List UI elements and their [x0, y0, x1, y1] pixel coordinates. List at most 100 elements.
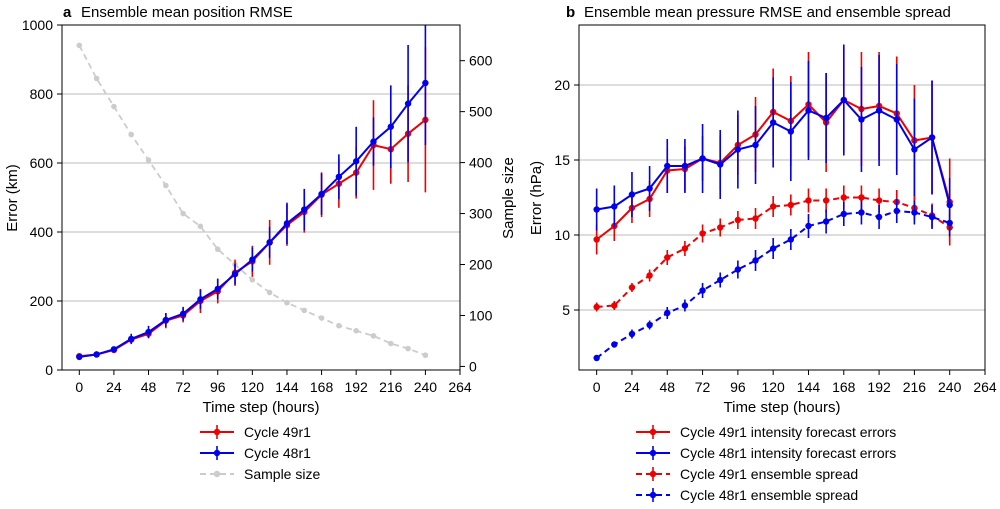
panel-a-x-tick-label-72: 72 [175, 379, 191, 395]
panel-b-legend-label-cycle-49r1-ensemble-spread: Cycle 49r1 ensemble spread [680, 466, 858, 482]
panel-b-legend-swatch-marker-cycle-49r1-ensemble-spread [649, 470, 657, 478]
panel-a-letter: a [63, 4, 72, 21]
panel-a-sample-size-point-180 [336, 322, 342, 329]
panel-a-sample-size-point-24 [111, 103, 117, 110]
panel-b-x-tick-label-72: 72 [695, 379, 711, 395]
panel-a-sample-size-point-120 [249, 277, 256, 283]
panel-b-cycle-48r1-intensity-forecast-errors-point-0 [593, 206, 600, 213]
panel-b-cycle-49r1-ensemble-spread-point-132 [787, 201, 795, 209]
panel-a-cycle-48r1-point-180 [335, 173, 343, 180]
panel-a-cycle-48r1-point-24 [110, 346, 118, 353]
panel-b-cycle-49r1-ensemble-spread-point-48 [664, 254, 671, 261]
panel-b-cycle-48r1-ensemble-spread-point-156 [822, 218, 830, 225]
panel-b-cycle-48r1-ensemble-spread-point-132 [787, 236, 795, 243]
panel-a-x-tick-label-144: 144 [275, 379, 299, 395]
panel-a-cycle-48r1-point-36 [128, 335, 135, 343]
panel-b-cycle-49r1-ensemble-spread-point-96 [734, 216, 742, 224]
panel-b-cycle-48r1-intensity-forecast-errors-point-48 [664, 162, 671, 170]
panel-b-series-cycle-48r1-intensity-forecast-errors [593, 44, 953, 232]
panel-a-sample-size-point-0 [76, 42, 83, 49]
panel-b-cycle-48r1-intensity-forecast-errors-point-96 [734, 146, 742, 153]
panel-b-x-tick-label-216: 216 [903, 379, 927, 395]
panel-b-cycle-49r1-intensity-forecast-errors-point-0 [593, 236, 600, 243]
panel-a-sample-size-point-84 [197, 223, 204, 230]
panel-b-legend-item-cycle-49r1-intensity-forecast-errors: Cycle 49r1 intensity forecast errors [636, 424, 896, 440]
panel-a-y2-axis-label: Sample size [500, 157, 517, 239]
panel-a-sample-size-line [78, 44, 426, 357]
panel-a-cycle-48r1-point-12 [93, 351, 100, 358]
panel-a-x-axis-label: Time step (hours) [203, 399, 320, 416]
panel-a-cycle-48r1-point-120 [249, 256, 256, 263]
panel-b-cycle-48r1-ensemble-spread-point-60 [681, 302, 689, 309]
panel-a-cycle-48r1-point-144 [283, 220, 291, 227]
panel-b-y-axis-label: Error (hPa) [528, 161, 545, 235]
panel-a-cycle-48r1-point-72 [179, 310, 187, 317]
panel-a-plot-frame [61, 24, 461, 371]
panel-b-series-cycle-48r1-ensemble-spread [593, 199, 953, 362]
panel-b-cycle-49r1-ensemble-spread-point-192 [875, 197, 883, 204]
panel-b-legend-item-cycle-48r1-intensity-forecast-errors: Cycle 48r1 intensity forecast errors [636, 445, 896, 461]
panel-b-title: Ensemble mean pressure RMSE and ensemble… [584, 4, 951, 21]
panel-b-cycle-48r1-intensity-forecast-errors-point-228 [928, 134, 936, 141]
panel-b-cycle-48r1-intensity-forecast-errors-point-60 [681, 162, 689, 170]
panel-a-y2-tick-label-500: 500 [469, 104, 493, 120]
panel-a-legend-item-sample-size: Sample size [200, 466, 320, 482]
panel-b-cycle-48r1-ensemble-spread-point-0 [593, 354, 600, 362]
panel-a-legend-item-cycle-48r1: Cycle 48r1 [200, 445, 311, 461]
panel-b-y-tick-label-15: 15 [554, 152, 570, 168]
panel-b-cycle-48r1-ensemble-spread-point-192 [875, 213, 883, 221]
panel-a-title: Ensemble mean position RMSE [81, 4, 293, 21]
panel-b-pressure-rmse: b Ensemble mean pressure RMSE and ensemb… [528, 4, 997, 503]
panel-a-sample-size-point-144 [284, 299, 290, 306]
panel-b-cycle-49r1-ensemble-spread-point-144 [805, 197, 812, 204]
panel-a-series-cycle-48r1 [76, 25, 429, 361]
panel-b-cycle-48r1-ensemble-spread-point-216 [911, 209, 918, 216]
panel-a-cycle-48r1-point-204 [370, 138, 377, 145]
panel-b-cycle-49r1-ensemble-spread-point-72 [699, 230, 706, 237]
panel-b-legend-item-cycle-48r1-ensemble-spread: Cycle 48r1 ensemble spread [636, 487, 858, 503]
panel-a-legend: Cycle 49r1 Cycle 48r1 Sample size [200, 424, 320, 482]
panel-b-cycle-48r1-intensity-forecast-errors-point-72 [699, 155, 706, 162]
panel-a-cycle-48r1-point-228 [404, 100, 412, 107]
panel-b-cycle-48r1-intensity-forecast-errors-point-156 [822, 114, 830, 122]
panel-b-x-tick-label-0: 0 [593, 379, 601, 395]
panel-b-cycle-48r1-ensemble-spread-point-12 [611, 341, 618, 348]
panel-b-legend-swatch-marker-cycle-49r1-intensity-forecast-errors [649, 428, 657, 436]
panel-b-cycle-48r1-intensity-forecast-errors-point-132 [787, 128, 795, 135]
panel-b-x-tick-label-96: 96 [730, 379, 746, 395]
panel-a-cycle-48r1-point-216 [387, 123, 394, 130]
panel-a-sample-size-point-228 [405, 345, 411, 352]
panel-a-x-tick-label-264: 264 [448, 379, 472, 395]
panel-a-x-tick-label-240: 240 [414, 379, 438, 395]
panel-b-cycle-48r1-ensemble-spread-point-48 [664, 309, 671, 317]
panel-b-cycle-48r1-intensity-forecast-errors-point-36 [646, 185, 653, 192]
panel-b-cycle-49r1-ensemble-spread-point-12 [611, 302, 618, 309]
panel-a-y2-tick-label-100: 100 [469, 307, 493, 323]
panel-a-legend-swatch-marker-sample-size [213, 470, 221, 478]
panel-b-cycle-48r1-ensemble-spread-point-204 [893, 207, 900, 215]
panel-b-legend-swatch-marker-cycle-48r1-ensemble-spread [649, 491, 657, 499]
panel-a-legend-swatch-marker-cycle-49r1 [213, 428, 221, 436]
panel-a-cycle-48r1-point-84 [197, 296, 204, 303]
panel-a-sample-size-point-204 [370, 333, 377, 339]
panel-a-position-rmse: a Ensemble mean position RMSE 0 24 48 72 96 1… [4, 4, 517, 482]
panel-a-y-tick-label-600: 600 [30, 155, 54, 171]
panel-b-x-tick-label-240: 240 [938, 379, 962, 395]
panel-b-cycle-48r1-intensity-forecast-errors-point-144 [805, 107, 812, 114]
panel-a-legend-label-sample-size: Sample size [244, 466, 320, 482]
panel-a-sample-size-point-48 [145, 157, 152, 163]
panel-a-series-sample-size [76, 42, 429, 359]
panel-a-sample-size-point-216 [387, 340, 394, 347]
panel-a-y2-tick-label-200: 200 [469, 257, 493, 273]
panel-a-sample-size-point-132 [266, 289, 273, 296]
panel-b-cycle-48r1-ensemble-spread-line [596, 209, 951, 359]
panel-b-cycle-49r1-ensemble-spread-point-108 [752, 215, 759, 222]
panel-b-x-tick-label-264: 264 [973, 379, 997, 395]
panel-a-cycle-48r1-point-168 [318, 190, 325, 198]
panel-a-x-tick-label-96: 96 [210, 379, 226, 395]
panel-b-legend-swatch-marker-cycle-48r1-intensity-forecast-errors [649, 449, 657, 457]
panel-a-y-tick-label-200: 200 [30, 293, 54, 309]
panel-a-x-tick-label-216: 216 [379, 379, 403, 395]
panel-b-cycle-49r1-ensemble-spread-point-168 [840, 194, 847, 201]
